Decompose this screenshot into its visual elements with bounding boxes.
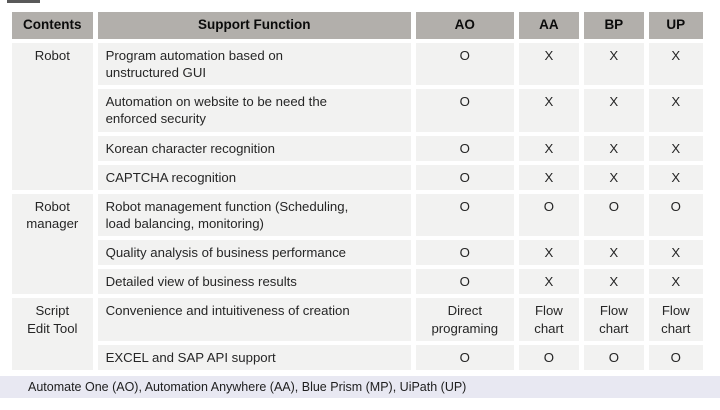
table-row: Robot manager Robot management function … xyxy=(12,193,703,295)
column-header-up: UP xyxy=(648,12,703,39)
table-row: Korean character recognition O X X X xyxy=(12,135,703,161)
cell-value-up: X xyxy=(648,164,703,190)
cell-value-up: O xyxy=(648,344,703,370)
table-row: Detailed view of business results O X X … xyxy=(12,269,703,295)
cell-value-bp: X xyxy=(584,164,644,190)
column-header-aa: AA xyxy=(518,12,580,39)
cell-value-aa: O xyxy=(518,193,580,237)
group-label-robot: Robot xyxy=(12,42,93,190)
cell-value-ao: Direct programing xyxy=(415,298,514,341)
column-header-support-function: Support Function xyxy=(97,12,411,39)
cell-value-ao: O xyxy=(415,135,514,161)
table-row: Automation on website to be need the enf… xyxy=(12,89,703,132)
cell-value-bp: O xyxy=(584,193,644,237)
cell-value-ao: O xyxy=(415,42,514,86)
column-header-ao: AO xyxy=(415,12,514,39)
cell-function: Program automation based on unstructured… xyxy=(97,42,411,86)
cell-value-bp: X xyxy=(584,89,644,132)
cell-value-bp: X xyxy=(584,42,644,86)
cell-function: CAPTCHA recognition xyxy=(97,164,411,190)
table-row: Script Edit Tool Convenience and intuiti… xyxy=(12,298,703,370)
cell-function: Detailed view of business results xyxy=(97,269,411,295)
stray-crop-mark xyxy=(7,0,40,3)
table-row: CAPTCHA recognition O X X X xyxy=(12,164,703,190)
cell-value-up: O xyxy=(648,193,703,237)
footnote-text: Automate One (AO), Automation Anywhere (… xyxy=(28,380,467,394)
cell-value-up: X xyxy=(648,269,703,295)
cell-value-ao: O xyxy=(415,193,514,237)
header-row: Contents Support Function AO AA BP UP xyxy=(12,12,703,39)
cell-value-ao: O xyxy=(415,269,514,295)
cell-value-ao: O xyxy=(415,344,514,370)
cell-value-ao: O xyxy=(415,240,514,266)
cell-value-aa: O xyxy=(518,344,580,370)
group-label-robot-manager: Robot manager xyxy=(12,193,93,295)
cell-value-aa: X xyxy=(518,135,580,161)
table-row: EXCEL and SAP API support O O O O xyxy=(12,344,703,370)
table-footnote: Automate One (AO), Automation Anywhere (… xyxy=(0,376,720,398)
cell-value-up: X xyxy=(648,42,703,86)
cell-value-bp: Flow chart xyxy=(584,298,644,341)
column-header-bp: BP xyxy=(584,12,644,39)
table-row: Quality analysis of business performance… xyxy=(12,240,703,266)
cell-value-aa: X xyxy=(518,42,580,86)
cell-value-aa: X xyxy=(518,240,580,266)
cell-value-up: Flow chart xyxy=(648,298,703,341)
cell-value-bp: X xyxy=(584,240,644,266)
cell-function: Robot management function (Scheduling, l… xyxy=(97,193,411,237)
support-function-comparison-table: Contents Support Function AO AA BP UP Ro… xyxy=(7,8,708,374)
cell-value-aa: X xyxy=(518,164,580,190)
cell-function: Quality analysis of business performance xyxy=(97,240,411,266)
cell-value-up: X xyxy=(648,135,703,161)
cell-function: Automation on website to be need the enf… xyxy=(97,89,411,132)
cell-function: EXCEL and SAP API support xyxy=(97,344,411,370)
cell-value-ao: O xyxy=(415,89,514,132)
group-label-script-edit-tool: Script Edit Tool xyxy=(12,298,93,370)
cell-function: Korean character recognition xyxy=(97,135,411,161)
cell-value-up: X xyxy=(648,240,703,266)
cell-value-bp: O xyxy=(584,344,644,370)
cell-function: Convenience and intuitiveness of creatio… xyxy=(97,298,411,341)
cell-value-bp: X xyxy=(584,269,644,295)
column-header-contents: Contents xyxy=(12,12,93,39)
cell-value-aa: X xyxy=(518,269,580,295)
table-row: Robot Program automation based on unstru… xyxy=(12,42,703,190)
cell-value-aa: X xyxy=(518,89,580,132)
cell-value-up: X xyxy=(648,89,703,132)
cell-value-aa: Flow chart xyxy=(518,298,580,341)
cell-value-ao: O xyxy=(415,164,514,190)
cell-value-bp: X xyxy=(584,135,644,161)
